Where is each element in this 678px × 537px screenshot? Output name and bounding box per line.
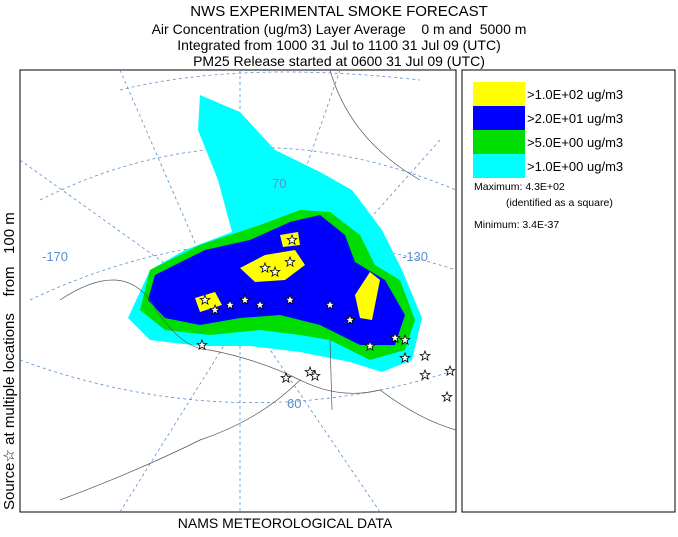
legend-label: >5.0E+00 ug/m3 <box>527 135 623 150</box>
legend-label: >1.0E+02 ug/m3 <box>527 87 623 102</box>
title: NWS EXPERIMENTAL SMOKE FORECAST <box>190 3 488 20</box>
maximum-note: (identified as a square) <box>506 197 613 209</box>
legend-label: >1.0E+00 ug/m3 <box>527 159 623 174</box>
legend: >1.0E+02 ug/m3 >2.0E+01 ug/m3 >5.0E+00 ug/… <box>461 69 676 513</box>
footer: NAMS METEOROLOGICAL DATA <box>178 515 393 531</box>
legend-swatch <box>473 82 525 106</box>
legend-swatch <box>473 130 525 154</box>
subtitle: Integrated from 1000 31 Jul to 1100 31 J… <box>177 37 500 53</box>
legend-label: >2.0E+01 ug/m3 <box>527 111 623 126</box>
map-label: 60 <box>287 396 301 411</box>
legend-swatch <box>473 106 525 130</box>
map-label: -170 <box>42 249 68 264</box>
minimum: Minimum: 3.4E-37 <box>474 219 559 231</box>
maximum: Maximum: 4.3E+02 <box>474 181 565 193</box>
map-label: -130 <box>402 249 428 264</box>
legend-swatch <box>473 154 525 178</box>
map: -170 -130 70 60 <box>19 69 457 513</box>
map-label: 70 <box>272 176 286 191</box>
subtitle: Air Concentration (ug/m3) Layer Average … <box>152 21 527 37</box>
subtitle: PM25 Release started at 0600 31 Jul 09 (… <box>193 53 485 69</box>
side-label: Source☆ at multiple locations from 100 m <box>1 212 18 510</box>
